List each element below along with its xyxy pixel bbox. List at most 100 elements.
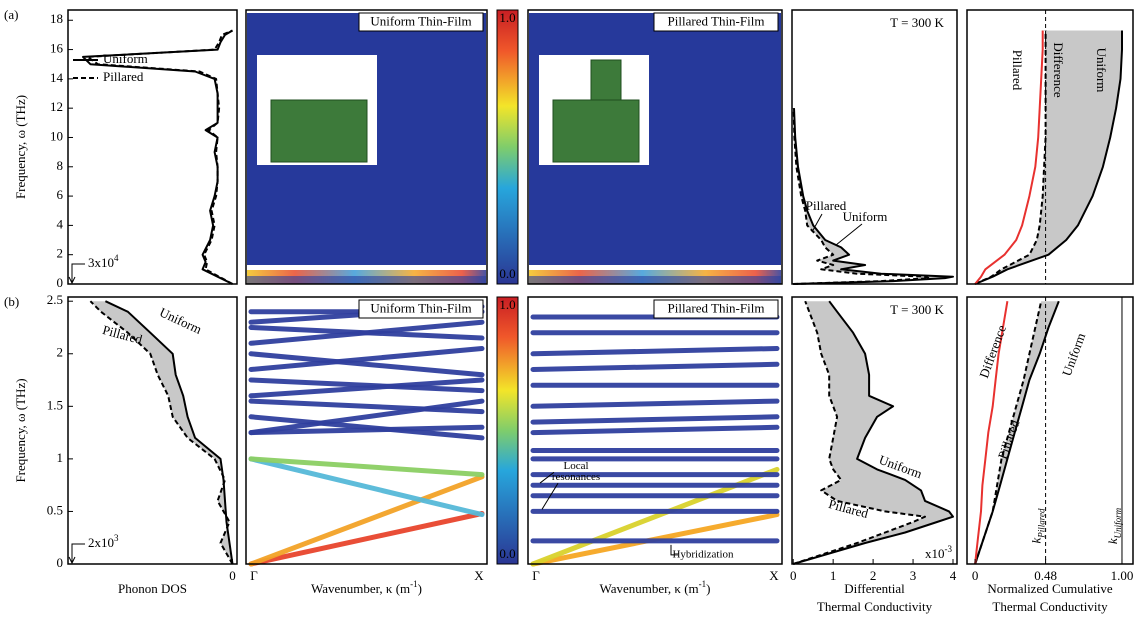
legend-label: Pillared [103,69,144,84]
x-tick-label: X [769,568,779,583]
scale-label: x10-3 [925,544,952,561]
panel-label: (b) [4,294,19,309]
scale-arrow [69,544,85,563]
y-tick-label: 10 [50,128,63,143]
y-tick-label: 0 [57,275,64,290]
y-tick-label: 2 [57,246,64,261]
x-axis-label-part: -1 [699,579,707,589]
series-annotation: Pillared [1010,50,1025,91]
heatmap-low-base [247,276,486,284]
y-tick-label: 6 [57,187,64,202]
x-axis-label: Normalized Cumulative [987,581,1113,596]
panel-label: (a) [4,7,18,22]
x-tick-label: Γ [250,568,258,583]
difference-shade [90,301,232,564]
x-axis-label: Wavenumber, κ (m-1) [599,579,710,596]
inset-film [553,100,639,162]
colorbar-tick-label: 1.0 [499,10,515,25]
colorbar-tick-label: 1.0 [499,297,515,312]
band [533,349,777,354]
y-tick-label: 2 [57,345,64,360]
scale-label: 2x103 [88,533,119,550]
series-annotation: Difference [1051,42,1066,98]
colorbar [497,10,518,284]
y-tick-label: 12 [50,99,63,114]
x-tick-label: 0 [229,568,236,583]
scale-label-part: 3x10 [88,255,114,270]
y-tick-label: 1 [57,450,64,465]
colorbar-tick-label: 0.0 [499,266,515,281]
panel-frame [792,10,957,284]
x-axis-label: Thermal Conductivity [817,599,933,614]
band [533,364,777,369]
series-annotation: Pillared [995,417,1023,461]
y-tick-label: 0 [57,555,64,570]
panel-note: T = 300 K [890,15,944,30]
x-axis-label: Differential [844,581,905,596]
y-axis-label: Frequency, ω (THz) [13,95,28,199]
panel-title: Uniform Thin-Film [370,300,471,315]
x-axis-label: Thermal Conductivity [992,599,1108,614]
x-axis-label-part: -1 [410,579,418,589]
x-tick-label: 1 [830,568,837,583]
scale-arrow [69,264,85,283]
y-tick-label: 8 [57,158,64,173]
scale-label-part: 3 [114,533,119,543]
scale-label-part: 4 [114,253,119,263]
x-tick-label: 0 [790,568,797,583]
y-tick-label: 1.5 [47,397,63,412]
figure: 024681012141618Frequency, ω (THz)(a)3x10… [0,0,1143,626]
scale-label-part: x10 [925,546,945,561]
x-tick-label: 4 [950,568,957,583]
band [533,427,777,432]
series-annotation: Pillared [806,198,847,213]
heatmap-low-base [529,276,781,284]
panel-title: Pillared Thin-Film [668,13,765,28]
x-axis-label-part: ) [706,581,710,596]
page: {"chart_data": [ {"type": "profile", "pa… [0,0,1143,626]
x-axis-label-part: ) [418,581,422,596]
guide-label-part: Uniform [1113,507,1123,538]
legend-label: Uniform [103,51,148,66]
x-tick-label: 0 [972,568,979,583]
band [533,401,777,406]
series-line [975,31,1043,285]
series-line [793,108,953,284]
series-annotation: Uniform [1094,48,1109,93]
inset-film [271,100,367,162]
series-annotation: Uniform [157,304,204,337]
scale-label-part: 2x10 [88,535,114,550]
x-axis-label: Wavenumber, κ (m-1) [311,579,422,596]
y-tick-label: 16 [50,41,64,56]
guide-label: kUniform [1105,507,1123,544]
band [533,417,777,422]
y-tick-label: 2.5 [47,292,63,307]
y-tick-label: 14 [50,70,64,85]
scale-label: 3x104 [88,253,119,270]
x-axis-label-part: Wavenumber, κ (m [599,581,698,596]
colorbar [497,297,518,564]
scale-label-part: -3 [945,544,953,554]
panel-frame [68,10,237,284]
series-annotation: Difference [976,323,1009,380]
y-tick-label: 4 [57,216,64,231]
annotation-arrow [836,224,862,245]
x-tick-label: 3 [910,568,917,583]
x-tick-label: X [474,568,484,583]
series-annotation: Uniform [1059,331,1088,378]
inset-pillar [591,60,621,100]
x-axis-label-part: Wavenumber, κ (m [311,581,410,596]
x-tick-label: 1.00 [1111,568,1134,583]
band-note: resonances [552,471,600,483]
y-tick-label: 18 [50,11,63,26]
y-axis-label: Frequency, ω (THz) [13,378,28,482]
guide-label-part: Pillared [1037,508,1047,539]
colorbar-tick-label: 0.0 [499,546,515,561]
panel-title: Pillared Thin-Film [668,300,765,315]
x-axis-label: Phonon DOS [118,581,187,596]
difference-shade [793,108,953,284]
series-line [793,301,953,564]
band-note: Hybridization [672,548,734,560]
panel-title: Uniform Thin-Film [370,13,471,28]
band [251,328,482,339]
